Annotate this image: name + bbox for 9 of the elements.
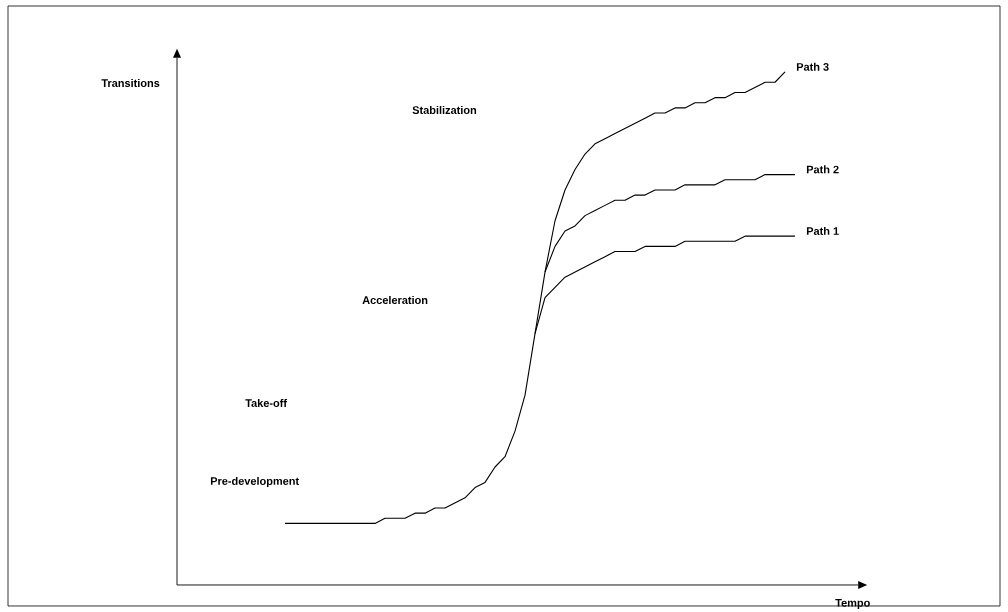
annotation: Stabilization (412, 105, 477, 115)
annotation: Take-off (245, 398, 288, 408)
series-label: Path 3 (796, 62, 829, 71)
annotation: Acceleration (362, 295, 428, 305)
x-axis-title: Tempo (835, 599, 870, 609)
series-label: Path 2 (806, 165, 839, 174)
series-label: Path 1 (806, 226, 839, 235)
y-axis-title: Transitions (101, 78, 160, 88)
annotation: Pre-development (210, 476, 299, 488)
